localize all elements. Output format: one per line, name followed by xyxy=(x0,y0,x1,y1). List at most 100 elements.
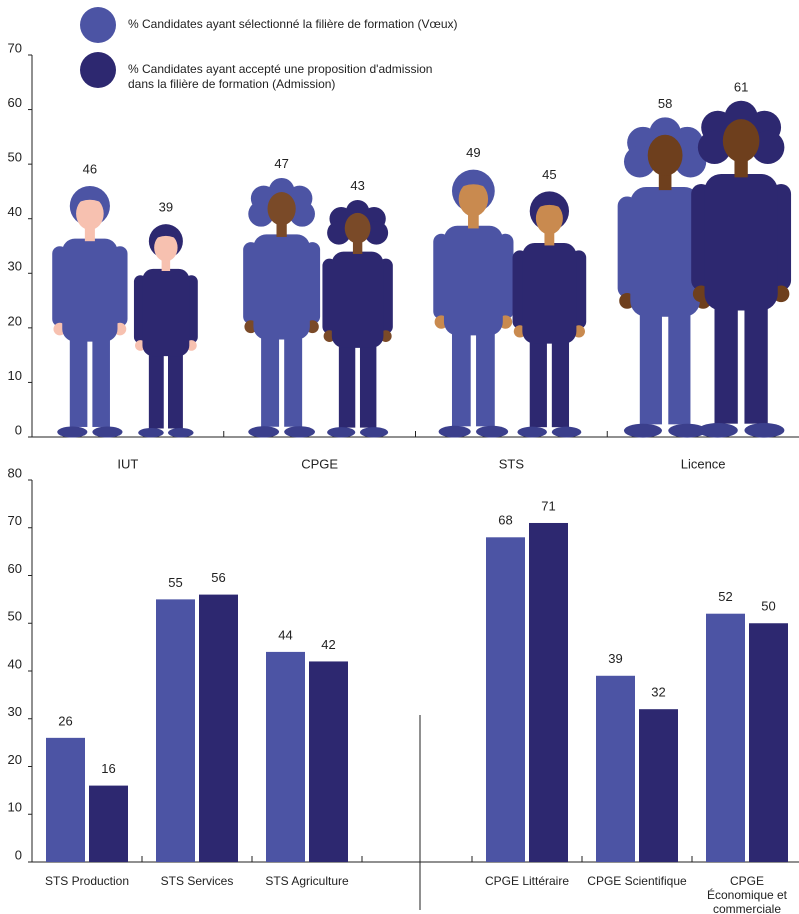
leg xyxy=(529,333,547,428)
face xyxy=(344,212,371,244)
figure xyxy=(691,100,792,438)
shoe xyxy=(359,427,389,438)
bar xyxy=(749,623,788,862)
value-label: 50 xyxy=(761,599,775,614)
neck xyxy=(84,226,95,242)
leg xyxy=(148,347,164,429)
x-tick-label: Licence xyxy=(681,456,726,471)
value-label: 47 xyxy=(274,156,288,171)
y-tick-label: 60 xyxy=(8,95,22,110)
value-label: 52 xyxy=(718,589,732,604)
neck xyxy=(161,258,171,271)
shoe xyxy=(623,423,662,438)
face xyxy=(267,192,296,226)
leg xyxy=(668,304,691,425)
shoe xyxy=(92,426,123,438)
bar xyxy=(596,675,635,862)
torso xyxy=(62,238,118,342)
shoe xyxy=(327,427,356,438)
face xyxy=(535,202,563,235)
neck xyxy=(276,221,287,237)
leg xyxy=(261,329,280,427)
value-label: 71 xyxy=(541,498,555,513)
leg xyxy=(284,329,303,427)
hair xyxy=(454,177,493,191)
value-label: 44 xyxy=(278,627,292,642)
value-label: 26 xyxy=(58,713,72,728)
figure xyxy=(322,199,393,438)
leg xyxy=(714,297,738,424)
value-label: 45 xyxy=(542,167,556,182)
shoe xyxy=(697,423,738,438)
y-tick-label: 10 xyxy=(8,800,22,815)
x-tick-label: CPGE Scientifique xyxy=(587,874,687,888)
value-label: 16 xyxy=(101,761,115,776)
bar xyxy=(309,661,348,862)
shoe xyxy=(57,426,88,438)
leg xyxy=(744,297,768,424)
torso xyxy=(630,186,700,317)
y-tick-label: 0 xyxy=(15,847,22,862)
value-label: 32 xyxy=(651,685,665,700)
hair xyxy=(532,198,567,212)
leg xyxy=(359,338,377,428)
torso xyxy=(142,268,190,357)
legend-label: % Candidates ayant sélectionné la filièr… xyxy=(128,17,458,31)
legend-swatch xyxy=(80,7,116,43)
bar xyxy=(529,522,568,862)
bar xyxy=(706,613,745,862)
y-tick-label: 20 xyxy=(8,313,22,328)
value-label: 55 xyxy=(168,575,182,590)
bar xyxy=(156,599,195,862)
figure xyxy=(52,185,128,438)
neck xyxy=(734,157,748,178)
hair xyxy=(697,130,732,165)
bar xyxy=(89,785,128,862)
y-tick-label: 40 xyxy=(8,656,22,671)
shoe xyxy=(138,428,164,438)
value-label: 39 xyxy=(608,651,622,666)
hair xyxy=(623,145,656,178)
figure xyxy=(512,191,587,438)
bar xyxy=(199,594,238,862)
shoe xyxy=(248,426,280,438)
figure xyxy=(243,177,321,438)
torso xyxy=(704,174,778,311)
shoe xyxy=(476,425,509,438)
bar xyxy=(486,537,525,862)
y-tick-label: 30 xyxy=(8,259,22,274)
bar xyxy=(639,709,678,862)
neck xyxy=(658,171,672,191)
hair xyxy=(248,201,274,227)
y-tick-label: 70 xyxy=(8,513,22,528)
value-label: 49 xyxy=(466,145,480,160)
shoe xyxy=(668,423,707,438)
face xyxy=(154,233,178,262)
shoe xyxy=(284,426,315,438)
x-tick-label: IUT xyxy=(117,456,138,471)
y-tick-label: 40 xyxy=(8,204,22,219)
torso xyxy=(331,251,384,348)
shoe xyxy=(744,423,785,438)
value-label: 43 xyxy=(350,178,364,193)
shoe xyxy=(551,426,582,438)
value-label: 56 xyxy=(211,570,225,585)
figure xyxy=(133,224,198,438)
x-tick-label: STS xyxy=(499,456,525,471)
y-tick-label: 10 xyxy=(8,368,22,383)
leg xyxy=(168,347,183,429)
bar xyxy=(46,737,85,862)
face xyxy=(722,119,760,163)
leg xyxy=(338,338,356,428)
hair xyxy=(674,145,707,178)
bar xyxy=(266,651,305,862)
torso xyxy=(253,234,310,340)
x-tick-label: CPGE Économique et commerciale xyxy=(706,874,788,914)
hair xyxy=(327,221,351,245)
face xyxy=(76,197,104,230)
leg xyxy=(92,331,110,427)
leg xyxy=(639,304,662,425)
value-label: 58 xyxy=(658,96,672,111)
